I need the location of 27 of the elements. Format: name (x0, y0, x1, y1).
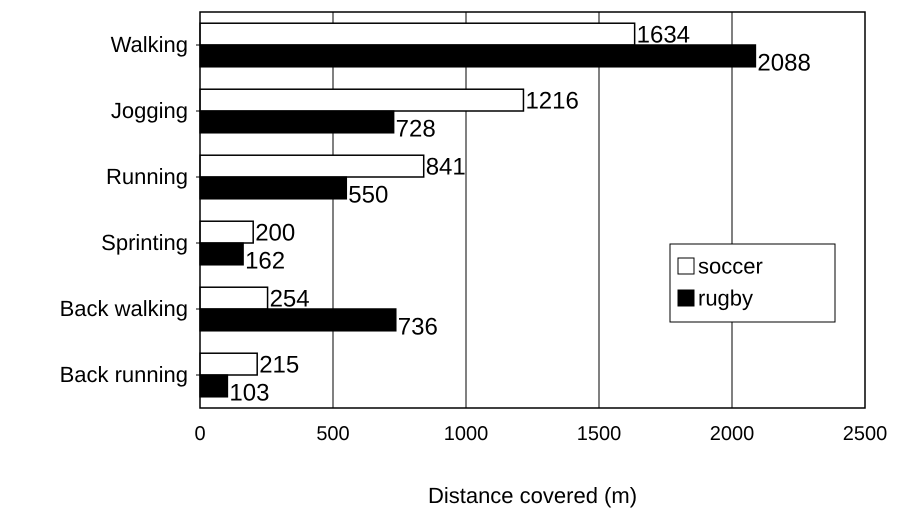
data-label: 736 (398, 313, 438, 340)
legend-label: soccer (698, 254, 763, 279)
x-tick-label: 2000 (710, 423, 754, 446)
data-label: 215 (259, 352, 300, 379)
data-label: 2088 (757, 49, 811, 76)
data-label: 162 (245, 247, 286, 274)
y-tick-label: Jogging (110, 98, 188, 124)
x-axis-title: Distance covered (m) (428, 483, 638, 508)
legend-label: rugby (698, 286, 754, 311)
x-tick-label: 0 (194, 423, 206, 446)
y-tick-label: Walking (110, 32, 188, 58)
data-label: 841 (426, 154, 466, 181)
data-label: 200 (255, 220, 296, 247)
data-label: 254 (270, 286, 310, 313)
data-label: 728 (396, 115, 436, 142)
y-tick-label: Sprinting (101, 230, 188, 256)
data-label: 103 (229, 379, 270, 406)
data-label: 1216 (525, 88, 579, 115)
x-tick-label: 2500 (842, 423, 888, 446)
y-tick-label: Back walking (60, 296, 188, 322)
x-tick-label: 1000 (444, 423, 488, 446)
x-tick-label: 1500 (576, 423, 622, 446)
y-tick-label: Back running (60, 362, 188, 388)
data-label: 1634 (636, 22, 690, 49)
data-label: 550 (348, 181, 388, 208)
y-tick-label: Running (106, 164, 188, 190)
x-tick-label: 500 (316, 423, 350, 446)
